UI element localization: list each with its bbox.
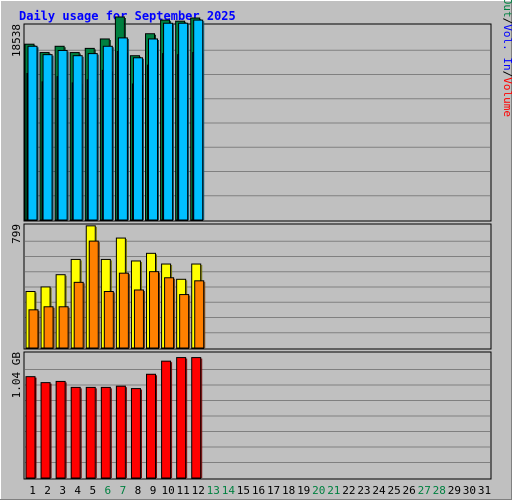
bar-pages-day-8 — [132, 57, 143, 221]
x-label-day-10: 10 — [161, 484, 174, 497]
x-label-day-25: 25 — [387, 484, 400, 497]
bar-pages-day-4 — [72, 55, 83, 221]
panels: 18538 799 1.04 GB — [10, 16, 492, 480]
bar-sites-day-4 — [73, 281, 84, 349]
bar-sites-day-10 — [164, 277, 175, 349]
x-label-day-18: 18 — [282, 484, 295, 497]
bar-volume-day-2 — [40, 382, 51, 479]
x-label-day-30: 30 — [463, 484, 476, 497]
legend-volume: Volume — [501, 77, 512, 117]
x-label-day-13: 13 — [207, 484, 220, 497]
bar-pages-day-5 — [87, 53, 98, 221]
x-axis-labels: 1 2 3 4 5 6 7 8 9 10 11 12 13 14 15 16 17 18 19 20 21 22 23 24 2… — [29, 484, 491, 497]
x-label-day-9: 9 — [150, 484, 157, 497]
x-label-day-3: 3 — [59, 484, 66, 497]
legend-text: Hits/Files/Pages/Visits/Sites/Vol. Out/V… — [501, 0, 512, 117]
x-label-day-22: 22 — [342, 484, 355, 497]
bar-sites-day-9 — [149, 271, 160, 349]
x-label-day-29: 29 — [448, 484, 461, 497]
chart-title: Daily usage for September 2025 — [19, 9, 236, 23]
y-max-label: 18538 — [10, 24, 23, 57]
x-label-day-2: 2 — [44, 484, 51, 497]
bar-sites-day-2 — [43, 306, 54, 349]
bar-volume-day-8 — [130, 388, 141, 479]
x-label-day-14: 14 — [222, 484, 236, 497]
legend-vol-out: Vol. Out — [501, 0, 512, 18]
panel-visits-sites: 799 — [10, 223, 492, 350]
x-label-day-5: 5 — [89, 484, 96, 497]
x-label-day-27: 27 — [418, 484, 431, 497]
bar-pages-day-6 — [102, 45, 113, 221]
x-label-day-28: 28 — [433, 484, 446, 497]
y-max-label: 799 — [10, 224, 23, 244]
x-label-day-17: 17 — [267, 484, 280, 497]
bar-pages-day-2 — [42, 54, 53, 221]
bar-volume-day-6 — [100, 386, 111, 479]
bar-pages-day-10 — [163, 22, 174, 221]
bar-pages-day-11 — [178, 22, 189, 221]
bar-volume-day-3 — [55, 380, 66, 479]
x-label-day-20: 20 — [312, 484, 325, 497]
x-label-day-15: 15 — [237, 484, 250, 497]
x-label-day-11: 11 — [177, 484, 190, 497]
x-label-day-8: 8 — [135, 484, 142, 497]
x-label-day-4: 4 — [74, 484, 81, 497]
x-label-day-23: 23 — [357, 484, 370, 497]
bar-volume-day-9 — [146, 373, 157, 479]
panel-hits-files-pages: 18538 — [10, 16, 492, 222]
bar-sites-day-8 — [133, 289, 144, 349]
x-label-day-6: 6 — [105, 484, 112, 497]
bar-sites-day-6 — [103, 291, 114, 349]
bar-volume-day-5 — [85, 386, 96, 479]
x-label-day-7: 7 — [120, 484, 127, 497]
y-max-label: 1.04 GB — [10, 352, 23, 399]
bar-volume-day-4 — [70, 386, 81, 479]
x-label-day-1: 1 — [29, 484, 36, 497]
legend: Hits/Files/Pages/Visits/Sites/Vol. Out/V… — [501, 0, 512, 117]
bar-pages-day-12 — [193, 19, 204, 221]
bar-pages-day-9 — [148, 38, 159, 221]
bar-pages-day-3 — [57, 49, 68, 221]
bar-volume-day-11 — [176, 357, 187, 479]
bar-pages-day-1 — [27, 45, 38, 221]
bar-volume-day-1 — [25, 376, 36, 479]
panel-volume: 1.04 GB — [10, 351, 492, 480]
legend-vol-in: Vol. In — [501, 24, 512, 70]
x-label-day-26: 26 — [403, 484, 416, 497]
bar-pages-day-7 — [117, 37, 128, 221]
x-label-day-16: 16 — [252, 484, 265, 497]
bar-sites-day-11 — [179, 294, 190, 349]
x-label-day-31: 31 — [478, 484, 491, 497]
x-label-day-12: 12 — [192, 484, 205, 497]
bar-volume-day-12 — [191, 357, 202, 479]
bar-volume-day-7 — [115, 385, 126, 479]
bar-volume-day-10 — [161, 360, 172, 479]
x-label-day-21: 21 — [327, 484, 340, 497]
x-label-day-19: 19 — [297, 484, 310, 497]
x-label-day-24: 24 — [372, 484, 386, 497]
bar-sites-day-12 — [194, 280, 205, 349]
bar-sites-day-1 — [28, 309, 39, 349]
bar-sites-day-3 — [58, 306, 69, 349]
legend--: / — [501, 71, 512, 78]
bar-sites-day-5 — [88, 240, 99, 349]
bar-sites-day-7 — [118, 272, 129, 349]
legend--: / — [501, 18, 512, 25]
